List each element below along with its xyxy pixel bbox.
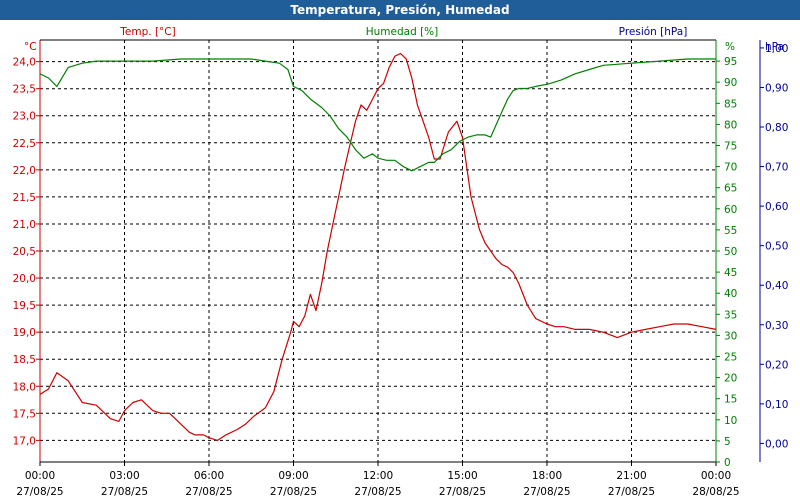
humidity-series-line [39,58,716,172]
temp-tick-label: 21,0 [13,219,36,231]
x-tick-time: 21:00 [616,470,646,482]
x-tick-date: 27/08/25 [185,486,232,498]
temp-tick-label: 19,0 [13,327,36,339]
pressure-tick-label: 0,50 [765,241,788,253]
humidity-tick-label: 70 [724,162,737,174]
humidity-tick-label: 45 [724,267,737,279]
temp-tick-label: 20,0 [13,273,36,285]
grid-lines [40,40,716,462]
humidity-tick-label: 25 [724,352,737,364]
pressure-tick-label: 1,00 [765,43,788,55]
temperature-series-line [39,52,717,441]
x-tick-time: 15:00 [447,470,477,482]
humidity-tick-label: 80 [724,119,737,131]
pressure-tick-label: 0,60 [765,201,788,213]
pressure-tick-label: 0,00 [765,438,788,450]
humidity-tick-label: 75 [724,141,737,153]
pressure-tick-label: 0,40 [765,280,788,292]
temp-tick-label: 20,5 [13,246,36,258]
pressure-tick-label: 0,20 [765,359,788,371]
temp-tick-label: 18,5 [13,354,36,366]
humidity-tick-label: 0 [724,457,731,469]
x-tick-date: 27/08/25 [16,486,63,498]
x-tick-time: 00:00 [25,470,55,482]
x-tick-time: 00:00 [701,470,731,482]
humidity-tick-label: 95 [724,56,737,68]
temp-tick-label: 17,5 [13,408,36,420]
x-tick-time: 09:00 [278,470,308,482]
temp-tick-label: 23,0 [13,111,36,123]
humidity-tick-label: 65 [724,183,737,195]
chart-title: Temperatura, Presión, Humedad [0,0,800,20]
x-tick-date: 27/08/25 [270,486,317,498]
pressure-unit-label: hPa [765,41,784,53]
x-tick-date: 27/08/25 [523,486,570,498]
temp-tick-label: 18,0 [13,381,36,393]
x-tick-date: 27/08/25 [354,486,401,498]
x-tick-date: 27/08/25 [608,486,655,498]
x-tick-time: 06:00 [194,470,224,482]
humidity-tick-label: 50 [724,246,737,258]
x-tick-time: 03:00 [109,470,139,482]
pressure-tick-label: 0,30 [765,320,788,332]
humidity-tick-label: 55 [724,225,737,237]
pressure-tick-label: 0,80 [765,122,788,134]
temp-tick-label: 23,5 [13,84,36,96]
humidity-tick-label: 35 [724,309,737,321]
humidity-tick-label: 15 [724,394,737,406]
humidity-tick-label: 30 [724,330,737,342]
tick-labels: 17,0 17,5 18,0 18,5 19,0 19,5 20,0 20,5 21,0 21,5… [13,43,789,498]
humidity-tick-label: 10 [724,415,737,427]
pressure-axis-label: Presión [hPa] [619,26,688,38]
humidity-tick-label: 5 [724,436,731,448]
temp-tick-label: 22,5 [13,138,36,150]
temp-tick-label: 19,5 [13,300,36,312]
x-tick-date: 27/08/25 [101,486,148,498]
series [39,52,717,441]
temp-unit-label: °C [24,41,37,53]
temp-tick-label: 17,0 [13,435,36,447]
humidity-axis-label: Humedad [%] [366,26,439,38]
humidity-tick-label: 85 [724,98,737,110]
x-tick-date: 27/08/25 [439,486,486,498]
humidity-unit-label: % [725,41,735,53]
temp-tick-label: 21,5 [13,192,36,204]
x-tick-date: 28/08/25 [692,486,739,498]
temp-axis-label: Temp. [°C] [119,26,175,38]
axes [36,39,764,466]
pressure-tick-label: 0,10 [765,399,788,411]
pressure-tick-label: 0,70 [765,162,788,174]
humidity-tick-label: 20 [724,373,737,385]
pressure-tick-label: 0,90 [765,82,788,94]
humidity-tick-label: 60 [724,204,737,216]
x-tick-time: 18:00 [532,470,562,482]
humidity-tick-label: 90 [724,77,737,89]
temp-tick-label: 22,0 [13,165,36,177]
humidity-tick-label: 40 [724,288,737,300]
temp-tick-label: 24,0 [13,57,36,69]
x-tick-time: 12:00 [363,470,393,482]
